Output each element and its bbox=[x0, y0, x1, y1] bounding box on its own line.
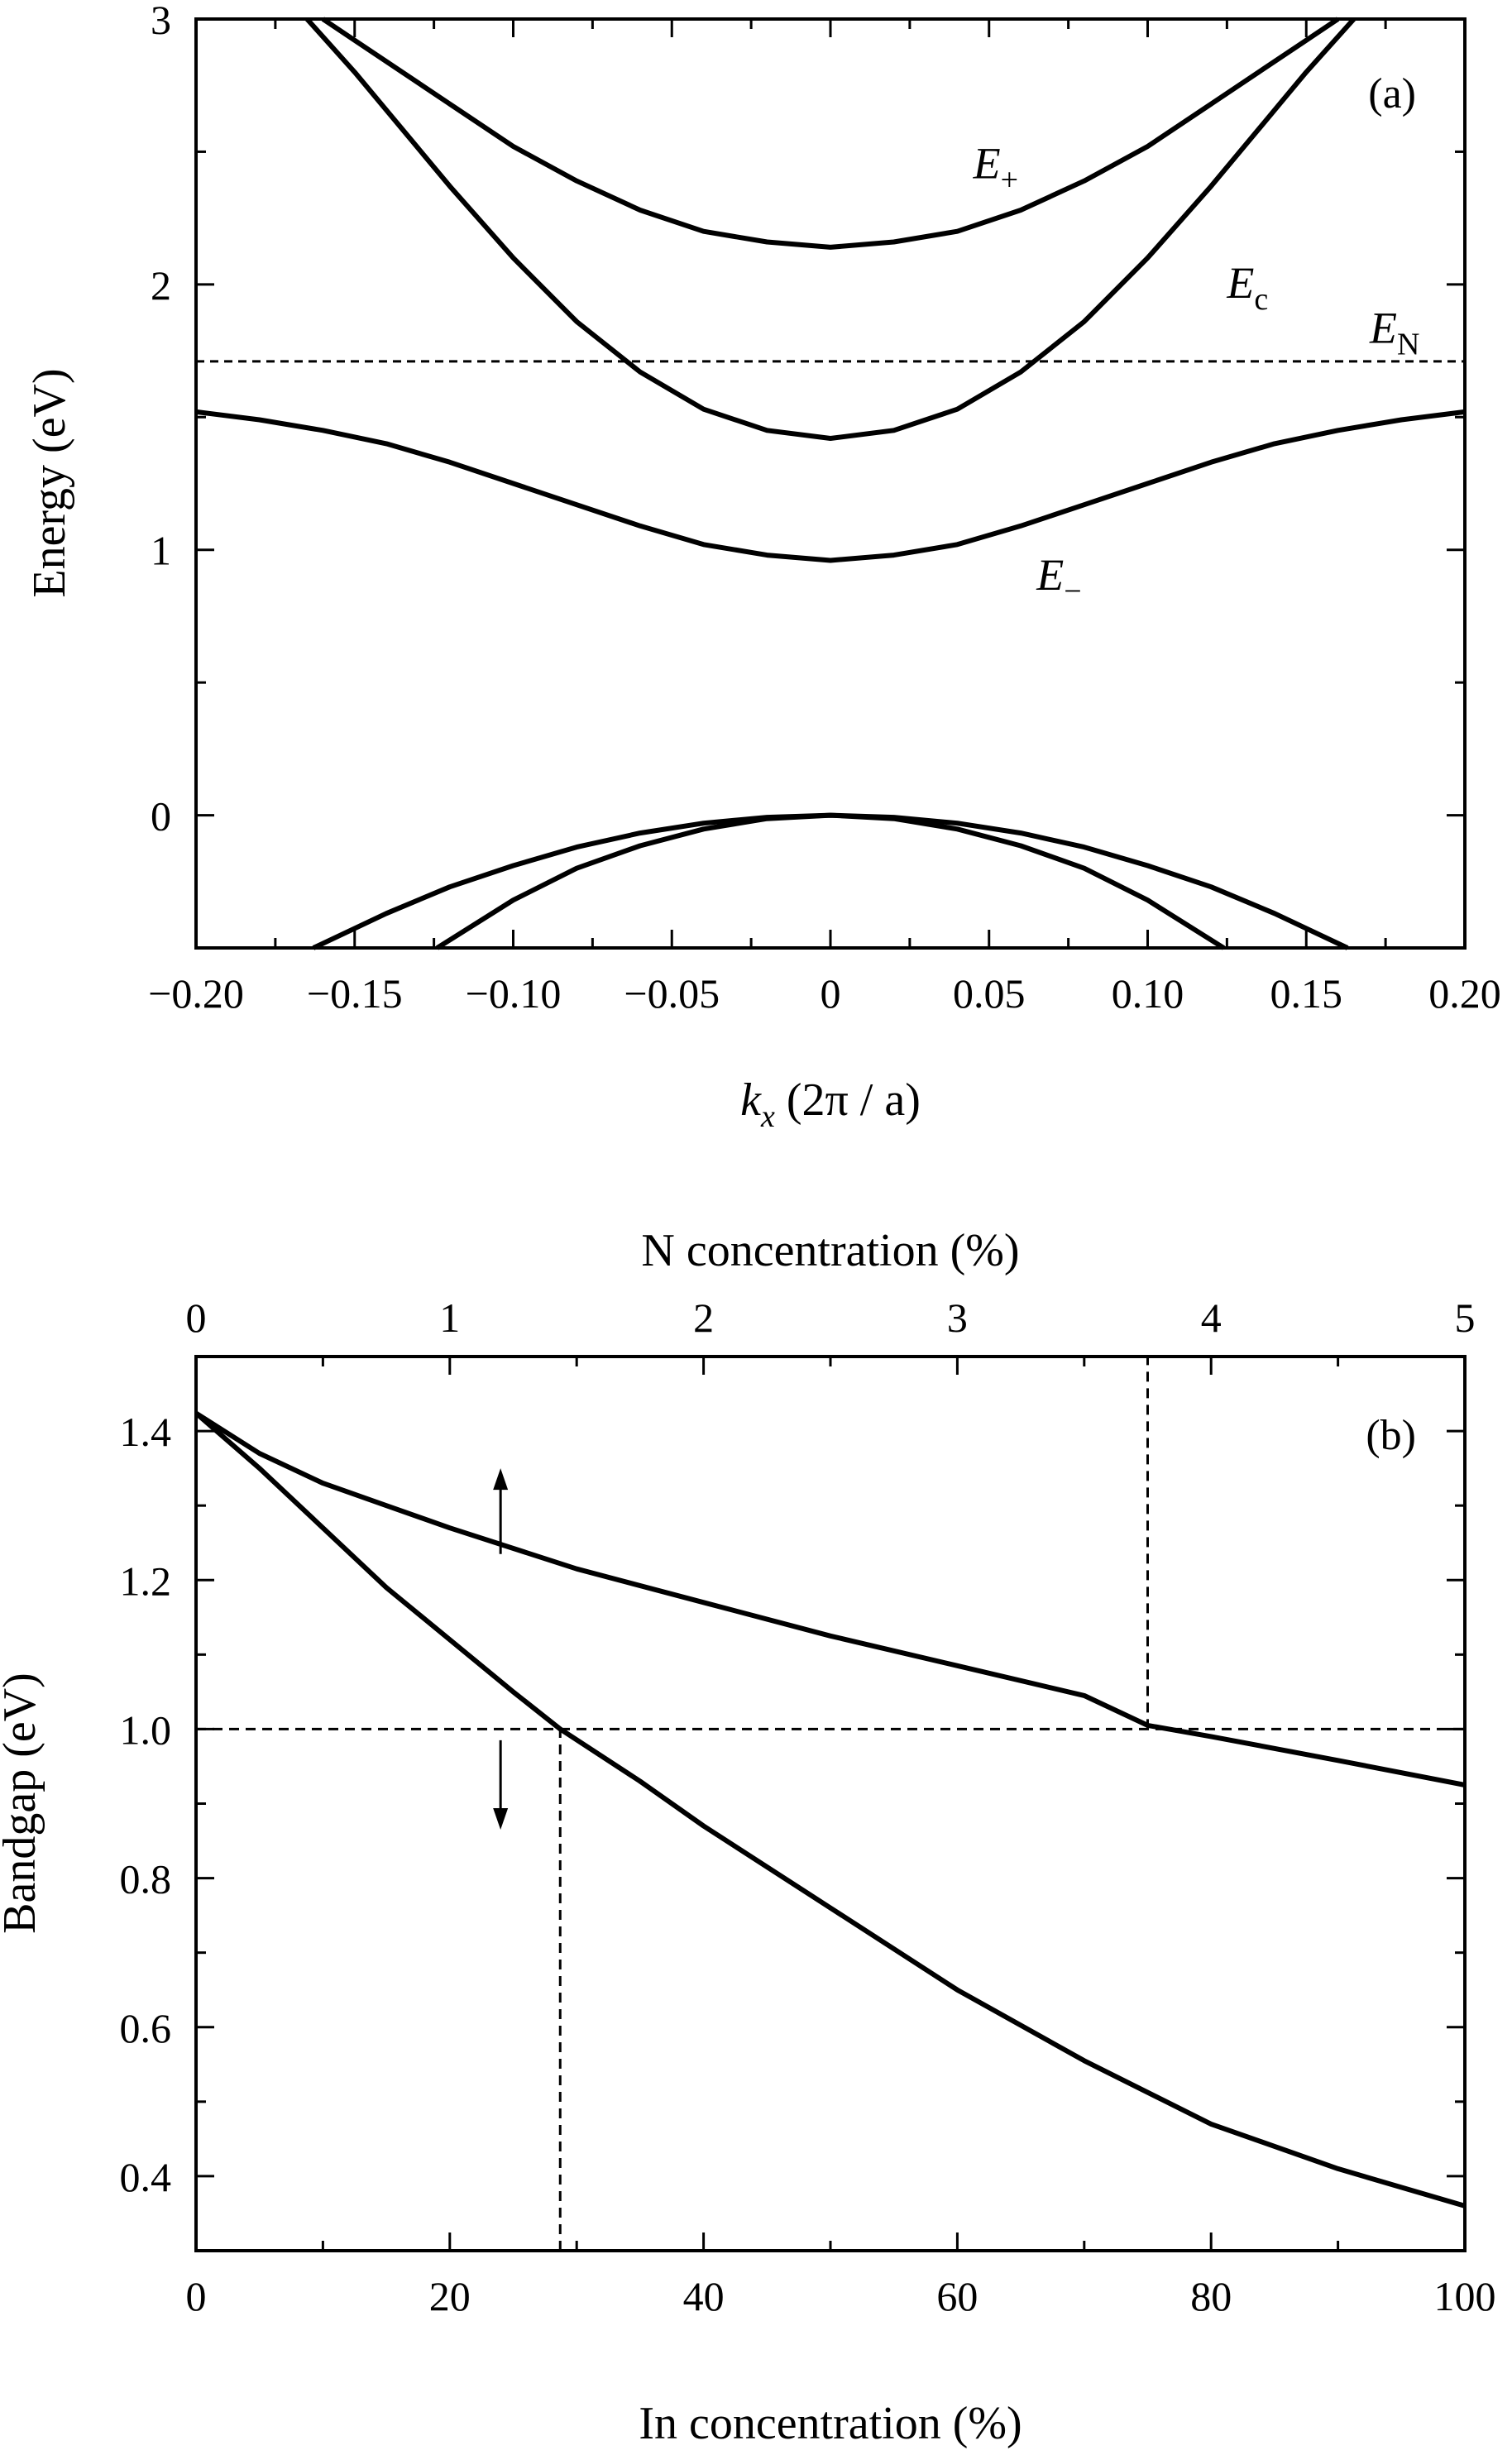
panel-a-ytick-label: 1 bbox=[151, 528, 171, 574]
panel-a-label: (a) bbox=[1368, 70, 1416, 117]
panel-b-x2tick-label: 1 bbox=[439, 1294, 460, 1341]
panel-b-x2tick-label: 4 bbox=[1201, 1294, 1222, 1341]
panel-a-xtick-label: 0.15 bbox=[1270, 970, 1343, 1017]
panel-a-annotation-2: EN bbox=[1369, 303, 1419, 361]
panel-b-label: (b) bbox=[1366, 1412, 1416, 1459]
panel-b-series-1 bbox=[194, 1411, 1466, 2209]
panel-a-annotation-3: E− bbox=[1036, 550, 1081, 609]
panel-b-xtick-label: 100 bbox=[1434, 2273, 1496, 2319]
panel-a-xtick-label: 0.20 bbox=[1428, 970, 1501, 1017]
panel-b-xtick-label: 80 bbox=[1190, 2273, 1232, 2319]
panel-b-ytick-label: 0.6 bbox=[120, 2005, 172, 2051]
panel-a-x-axis-label: kx (2π / a) bbox=[740, 1074, 921, 1134]
panel-b-arrow-head-0 bbox=[493, 1468, 509, 1491]
panel-a-frame bbox=[194, 17, 1467, 950]
panel-b-arrow-head-1 bbox=[493, 1808, 509, 1830]
panel-a-xtick-label: 0.10 bbox=[1112, 970, 1184, 1017]
panel-b-top-axis-label: N concentration (%) bbox=[641, 1225, 1019, 1276]
panel-a-xtick-label: −0.15 bbox=[307, 970, 403, 1017]
panel-b-ytick-label: 1.4 bbox=[120, 1409, 172, 1455]
panel-a-ytick-label: 2 bbox=[151, 262, 171, 309]
panel-a-annotation-1: Ec bbox=[1226, 258, 1268, 317]
panel-a-ytick-label: 0 bbox=[151, 793, 171, 840]
panel-a-xtick-label: 0.05 bbox=[953, 970, 1026, 1017]
panel-b-x-axis-label: In concentration (%) bbox=[639, 2398, 1022, 2449]
panel-a-xtick-label: 0 bbox=[821, 970, 841, 1017]
panel-a-series-5 bbox=[435, 812, 1226, 950]
panel-a-ytick-label: 3 bbox=[151, 0, 171, 43]
panel-a-series-0 bbox=[321, 17, 1340, 250]
panel-b-x2tick-label: 5 bbox=[1455, 1294, 1476, 1341]
panel-b-ytick-label: 0.4 bbox=[120, 2154, 172, 2200]
panel-b-y-axis-label: Bandgap (eV) bbox=[0, 1673, 45, 1934]
panel-b-ytick-label: 1.0 bbox=[120, 1706, 172, 1753]
panel-a-series-1 bbox=[304, 17, 1356, 441]
panel-b-series-0 bbox=[194, 1410, 1466, 1787]
panel-b-xtick-label: 60 bbox=[936, 2273, 978, 2319]
panel-b-ytick-label: 0.8 bbox=[120, 1856, 172, 1902]
panel-a-xtick-label: −0.10 bbox=[466, 970, 562, 1017]
panel-a-xtick-label: −0.20 bbox=[148, 970, 244, 1017]
panel-b-xtick-label: 40 bbox=[683, 2273, 725, 2319]
panel-a-band-structure: −0.20 −0.15 −0.10 −0.05 0 0.05 0.10 0.15 0.20 0 1 2… bbox=[24, 0, 1501, 1134]
panel-a-y-axis-label: Energy (eV) bbox=[24, 368, 75, 597]
panel-b-x2tick-label: 2 bbox=[693, 1294, 714, 1341]
panel-a-series-2 bbox=[195, 409, 1466, 563]
panel-b-ytick-label: 1.2 bbox=[120, 1558, 172, 1604]
panel-a-xtick-label: −0.05 bbox=[624, 970, 720, 1017]
panel-b-frame bbox=[194, 1355, 1467, 2252]
panel-a-annotation-0: E+ bbox=[973, 139, 1018, 198]
panel-b-x2tick-label: 0 bbox=[186, 1294, 207, 1341]
panel-b-xtick-label: 20 bbox=[429, 2273, 471, 2319]
panel-b-xtick-label: 0 bbox=[186, 2273, 207, 2319]
panel-b-bandgap: 0 20 40 60 80 100 0 1 2 3 4 5 0.4 0.6 0.8 1.0 1.2 1.4 (b)… bbox=[0, 1225, 1496, 2449]
panel-b-x2tick-label: 3 bbox=[947, 1294, 968, 1341]
